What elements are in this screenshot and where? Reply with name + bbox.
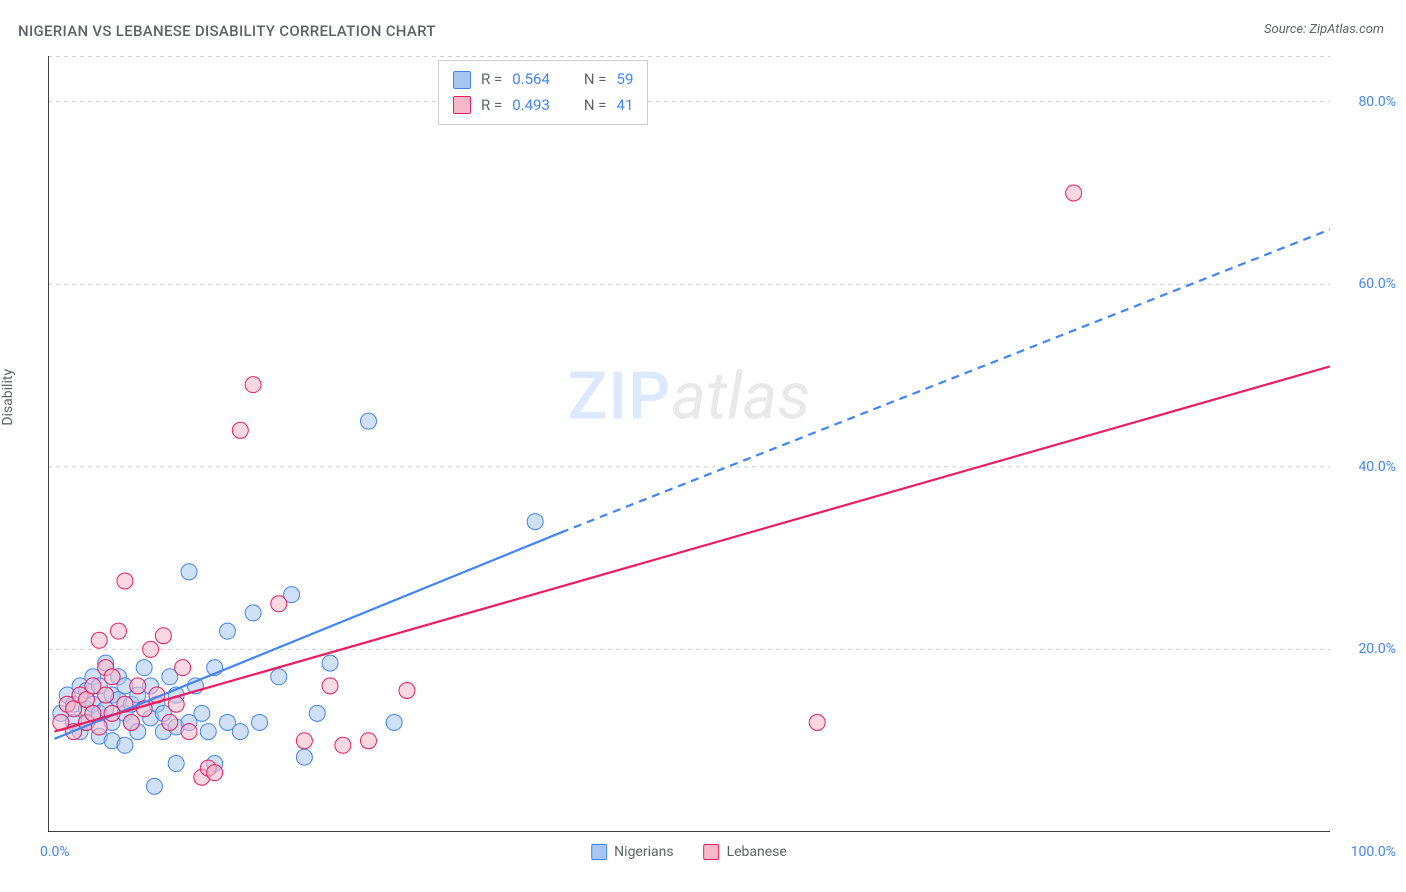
- y-tick-label: 40.0%: [1358, 459, 1396, 475]
- nigerians-point: [322, 655, 338, 671]
- lebanese-point: [98, 687, 114, 703]
- nigerians-point: [527, 514, 543, 530]
- lebanese-point: [232, 422, 248, 438]
- lebanese-point: [104, 669, 120, 685]
- y-tick-label: 80.0%: [1358, 94, 1396, 110]
- nigerians-point: [245, 605, 261, 621]
- stats-legend-box: R = 0.564N = 59R = 0.493N = 41: [438, 60, 648, 125]
- legend-swatch: [591, 844, 607, 860]
- source-attribution: Source: ZipAtlas.com: [1264, 22, 1384, 37]
- n-value-lebanese: 41: [617, 93, 634, 119]
- r-value-nigerians: 0.564: [512, 67, 550, 93]
- stats-row-lebanese: R = 0.493N = 41: [453, 93, 633, 119]
- nigerians-trendline: [54, 533, 560, 739]
- nigerians-point: [136, 660, 152, 676]
- y-tick-label: 20.0%: [1358, 641, 1396, 657]
- lebanese-point: [143, 641, 159, 657]
- nigerians-point: [232, 724, 248, 740]
- y-tick-label: 60.0%: [1358, 276, 1396, 292]
- lebanese-point: [361, 733, 377, 749]
- chart-title: NIGERIAN VS LEBANESE DISABILITY CORRELAT…: [18, 22, 436, 40]
- plot-area: ZIPatlas R = 0.564N = 59R = 0.493N = 41 …: [48, 56, 1330, 832]
- nigerians-point: [117, 737, 133, 753]
- lebanese-point: [296, 733, 312, 749]
- legend-swatch: [704, 844, 720, 860]
- lebanese-point: [1066, 185, 1082, 201]
- legend-label: Nigerians: [614, 844, 673, 860]
- lebanese-point: [117, 573, 133, 589]
- nigerians-point: [361, 413, 377, 429]
- bottom-legend: Nigerians Lebanese: [591, 844, 787, 860]
- lebanese-point: [181, 724, 197, 740]
- nigerians-point: [386, 714, 402, 730]
- lebanese-point: [123, 714, 139, 730]
- lebanese-point: [322, 678, 338, 694]
- lebanese-point: [155, 628, 171, 644]
- nigerians-point: [194, 705, 210, 721]
- lebanese-point: [130, 678, 146, 694]
- nigerians-point: [309, 705, 325, 721]
- nigerians-point: [296, 749, 312, 765]
- lebanese-point: [91, 632, 107, 648]
- nigerians-point: [168, 756, 184, 772]
- lebanese-point: [162, 714, 178, 730]
- r-value-lebanese: 0.493: [512, 93, 550, 119]
- lebanese-point: [245, 377, 261, 393]
- legend-item-nigerians: Nigerians: [591, 844, 673, 860]
- lebanese-point: [271, 596, 287, 612]
- nigerians-point: [181, 564, 197, 580]
- legend-swatch-lebanese: [453, 96, 471, 114]
- lebanese-point: [335, 737, 351, 753]
- nigerians-point: [146, 778, 162, 794]
- n-value-nigerians: 59: [617, 67, 634, 93]
- legend-item-lebanese: Lebanese: [704, 844, 787, 860]
- lebanese-point: [399, 682, 415, 698]
- lebanese-point: [175, 660, 191, 676]
- nigerians-trendline-dashed: [561, 229, 1330, 532]
- nigerians-point: [200, 724, 216, 740]
- nigerians-point: [271, 669, 287, 685]
- y-axis-label: Disability: [0, 369, 16, 426]
- nigerians-point: [219, 623, 235, 639]
- legend-label: Lebanese: [727, 844, 787, 860]
- lebanese-point: [809, 714, 825, 730]
- stats-row-nigerians: R = 0.564N = 59: [453, 67, 633, 93]
- x-axis-min-label: 0.0%: [40, 844, 70, 860]
- legend-swatch-nigerians: [453, 71, 471, 89]
- lebanese-point: [111, 623, 127, 639]
- lebanese-trendline: [54, 366, 1330, 731]
- lebanese-point: [207, 765, 223, 781]
- nigerians-point: [252, 714, 268, 730]
- scatter-chart-svg: [48, 56, 1330, 832]
- x-axis-max-label: 100.0%: [1351, 844, 1396, 860]
